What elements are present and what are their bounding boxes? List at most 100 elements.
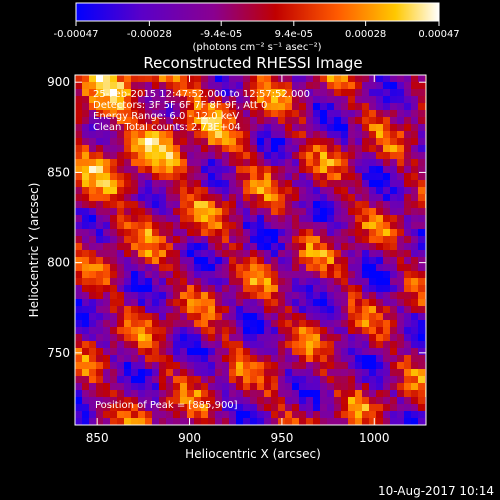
heatmap-cell [194, 243, 202, 251]
heatmap-cell [383, 376, 391, 384]
heatmap-cell [124, 117, 132, 125]
heatmap-cell [264, 145, 272, 153]
x-axis: 850 900 950 1000 [86, 75, 390, 445]
heatmap-cell [103, 229, 111, 237]
heatmap-cell [243, 194, 251, 202]
heatmap-cell [201, 376, 209, 384]
heatmap-cell [278, 320, 286, 328]
heatmap-cell [180, 166, 188, 174]
heatmap-cell [369, 117, 377, 125]
heatmap-cell [152, 229, 160, 237]
heatmap-cell [243, 138, 251, 146]
heatmap-cell [341, 96, 349, 104]
heatmap-cell [285, 110, 293, 118]
heatmap-cell [180, 348, 188, 356]
heatmap-cell [418, 327, 426, 335]
heatmap-cell [376, 397, 384, 405]
heatmap-cell [397, 285, 405, 293]
heatmap-cell [152, 383, 160, 391]
x-tick-label: 950 [270, 431, 293, 445]
heatmap-cell [313, 397, 321, 405]
heatmap-cell [215, 124, 223, 132]
heatmap-cell [103, 75, 111, 83]
heatmap-cell [124, 397, 132, 405]
heatmap-cell [75, 397, 83, 405]
heatmap-cell [145, 159, 153, 167]
heatmap-cell [222, 327, 230, 335]
heatmap-cell [180, 264, 188, 272]
heatmap-cell [138, 215, 146, 223]
heatmap-cell [131, 166, 139, 174]
heatmap-cell [89, 187, 97, 195]
heatmap-cell [418, 194, 426, 202]
heatmap-cell [96, 362, 104, 370]
heatmap-cell [348, 383, 356, 391]
heatmap-cell [418, 229, 426, 237]
heatmap-cell [82, 411, 90, 419]
heatmap-cell [96, 117, 104, 125]
heatmap-cell [243, 222, 251, 230]
heatmap-cell [313, 82, 321, 90]
heatmap-cell [194, 229, 202, 237]
heatmap-cell [194, 348, 202, 356]
heatmap-cell [376, 362, 384, 370]
heatmap-cell [180, 306, 188, 314]
heatmap-cell [124, 292, 132, 300]
heatmap-cell [306, 173, 314, 181]
heatmap-cell [89, 348, 97, 356]
heatmap-cell [306, 208, 314, 216]
heatmap-cell [355, 313, 363, 321]
heatmap-cell [271, 229, 279, 237]
heatmap-cell [355, 180, 363, 188]
heatmap-cell [124, 306, 132, 314]
heatmap-cell [229, 208, 237, 216]
heatmap-cell [257, 397, 265, 405]
heatmap-cell [250, 383, 258, 391]
heatmap-cell [334, 362, 342, 370]
heatmap-cell [341, 299, 349, 307]
heatmap-cell [292, 96, 300, 104]
heatmap-cell [390, 411, 398, 419]
heatmap-cell [180, 341, 188, 349]
heatmap-cell [362, 257, 370, 265]
heatmap-cell [124, 348, 132, 356]
heatmap-cell [215, 201, 223, 209]
heatmap-cell [236, 250, 244, 258]
heatmap-cell [145, 138, 153, 146]
heatmap-cell [257, 187, 265, 195]
heatmap-cell [138, 355, 146, 363]
heatmap-cell [82, 418, 90, 425]
heatmap-cell [292, 285, 300, 293]
heatmap-cell [348, 124, 356, 132]
heatmap-cell [376, 250, 384, 258]
heatmap-cell [187, 411, 195, 419]
heatmap-cell [369, 271, 377, 279]
heatmap-cell [327, 89, 335, 97]
heatmap-cell [257, 383, 265, 391]
heatmap-cell [166, 264, 174, 272]
heatmap-cell [334, 124, 342, 132]
heatmap-cell [411, 362, 419, 370]
heatmap-cell [82, 131, 90, 139]
heatmap-cell [292, 355, 300, 363]
heatmap-cell [327, 222, 335, 230]
heatmap-cell [201, 271, 209, 279]
heatmap-cell [278, 159, 286, 167]
heatmap-cell [201, 152, 209, 160]
heatmap-cell [397, 145, 405, 153]
heatmap-cell [355, 152, 363, 160]
heatmap-cell [117, 397, 125, 405]
heatmap-cell [404, 355, 412, 363]
heatmap-cell [306, 390, 314, 398]
heatmap-cell [292, 110, 300, 118]
heatmap-cell [334, 166, 342, 174]
heatmap-cell [89, 243, 97, 251]
heatmap-cell [404, 334, 412, 342]
heatmap-cell [292, 138, 300, 146]
heatmap-cell [278, 243, 286, 251]
heatmap-cell [376, 327, 384, 335]
heatmap-cell [159, 250, 167, 258]
heatmap-cell [110, 152, 118, 160]
heatmap-cell [243, 264, 251, 272]
heatmap-cell [299, 117, 307, 125]
